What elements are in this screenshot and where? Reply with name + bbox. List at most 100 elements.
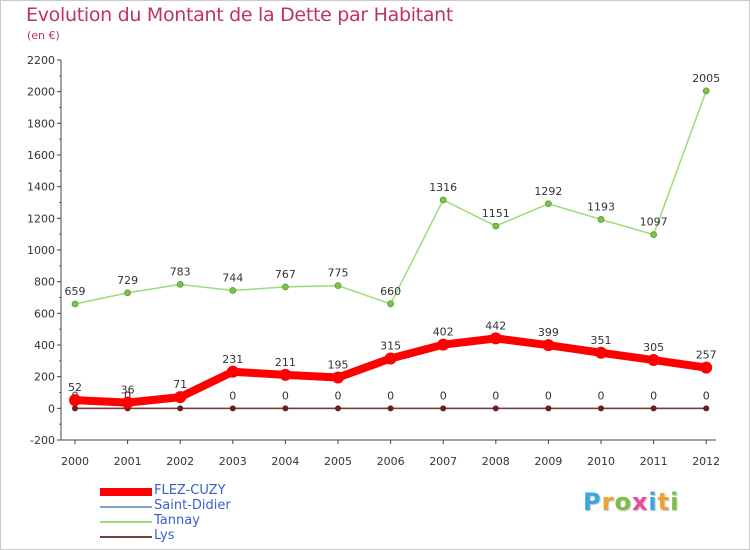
x-tick-label: 2002: [166, 455, 194, 468]
data-point-tannay: [492, 222, 500, 230]
x-tick-label: 2008: [482, 455, 510, 468]
legend-item-flez-cuzy: FLEZ-CUZY: [100, 483, 360, 499]
data-label-flez-cuzy: 305: [643, 341, 664, 354]
chart-title: Evolution du Montant de la Dette par Hab…: [26, 4, 454, 26]
data-point-lys: [598, 405, 604, 412]
data-point-flez-cuzy: [437, 338, 450, 351]
y-tick-label: 1000: [27, 244, 55, 257]
data-label-lys: 0: [335, 389, 342, 402]
data-point-lys: [440, 405, 447, 412]
x-tick-label: 2011: [640, 455, 668, 468]
data-point-tannay: [229, 287, 237, 294]
x-tick-label: 2004: [271, 455, 299, 468]
logo-letter: x: [631, 488, 649, 516]
data-point-flez-cuzy: [489, 332, 502, 345]
data-label-tannay: 729: [117, 274, 138, 287]
data-label-flez-cuzy: 402: [433, 326, 454, 339]
data-label-tannay: 744: [222, 272, 243, 285]
data-label-flez-cuzy: 399: [538, 326, 559, 339]
data-label-flez-cuzy: 52: [68, 381, 82, 394]
data-point-lys: [650, 405, 657, 412]
y-tick-label: -200: [30, 434, 55, 447]
data-point-tannay: [545, 200, 552, 208]
y-tick-label: 200: [34, 371, 55, 384]
data-label-flez-cuzy: 195: [328, 358, 349, 371]
y-tick-label: 1400: [27, 181, 55, 194]
legend-label: Lys: [154, 528, 175, 543]
logo-letter: t: [657, 488, 671, 516]
data-label-flez-cuzy: 231: [222, 353, 243, 366]
data-point-flez-cuzy: [384, 352, 397, 365]
logo-letter: r: [601, 488, 615, 516]
data-point-lys: [492, 405, 499, 412]
legend-swatch: [100, 521, 152, 523]
data-label-lys: 0: [440, 389, 447, 402]
data-point-tannay: [702, 87, 710, 95]
y-tick-label: 1200: [27, 212, 55, 225]
data-label-lys: 0: [387, 389, 394, 402]
data-label-lys: 0: [229, 389, 236, 402]
x-tick-label: 2006: [377, 455, 405, 468]
data-point-lys: [72, 405, 78, 412]
x-tick-label: 2001: [114, 455, 142, 468]
x-tick-label: 2007: [429, 455, 457, 468]
data-label-lys: 0: [124, 389, 131, 402]
legend-swatch: [100, 506, 152, 508]
data-point-lys: [703, 405, 710, 412]
data-label-tannay: 1292: [534, 185, 562, 198]
data-label-lys: 0: [650, 389, 657, 402]
logo-letter: o: [614, 488, 632, 516]
legend-swatch: [100, 536, 152, 538]
x-tick-label: 2012: [692, 455, 720, 468]
legend-swatch: [100, 488, 152, 496]
data-point-flez-cuzy: [595, 346, 607, 359]
chart-unit-label: (en €): [27, 29, 60, 42]
data-point-tannay: [176, 280, 184, 288]
data-point-lys: [282, 405, 289, 412]
legend-item-tannay: Tannay: [100, 513, 360, 529]
data-label-flez-cuzy: 36: [121, 384, 135, 397]
data-label-lys: 0: [282, 389, 289, 402]
data-label-lys: 0: [545, 389, 552, 402]
proxiti-logo: Proxiti: [583, 488, 679, 516]
data-point-tannay: [71, 300, 79, 308]
data-point-tannay: [650, 231, 657, 239]
data-point-lys: [229, 405, 236, 412]
y-tick-label: 400: [34, 339, 55, 352]
data-label-flez-cuzy: 351: [591, 334, 612, 347]
data-label-flez-cuzy: 71: [173, 378, 187, 391]
x-tick-label: 2000: [61, 455, 89, 468]
data-label-flez-cuzy: 257: [696, 349, 717, 362]
data-label-lys: 0: [492, 389, 499, 402]
legend-item-lys: Lys: [100, 528, 360, 544]
data-point-tannay: [124, 289, 131, 297]
data-label-tannay: 1151: [482, 207, 510, 220]
data-point-flez-cuzy: [332, 371, 344, 384]
data-label-tannay: 783: [170, 265, 191, 278]
data-point-tannay: [387, 300, 395, 308]
data-point-flez-cuzy: [542, 339, 555, 352]
data-label-flez-cuzy: 315: [380, 339, 401, 352]
data-point-flez-cuzy: [647, 354, 660, 367]
data-label-lys: 0: [598, 389, 605, 402]
data-label-tannay: 659: [65, 285, 86, 298]
legend-item-saint-didier: Saint-Didier: [100, 498, 360, 514]
data-label-tannay: 2005: [692, 72, 720, 85]
data-point-tannay: [334, 282, 342, 290]
x-tick-label: 2010: [587, 455, 615, 468]
data-point-tannay: [597, 216, 605, 223]
y-tick-label: 1600: [27, 149, 55, 162]
data-point-flez-cuzy: [226, 365, 239, 378]
data-point-lys: [387, 405, 394, 412]
data-label-tannay: 775: [328, 267, 349, 280]
y-tick-label: 0: [48, 402, 55, 415]
data-label-tannay: 767: [275, 268, 296, 281]
data-point-lys: [545, 405, 552, 412]
y-tick-label: 1800: [27, 117, 55, 130]
data-label-flez-cuzy: 211: [275, 356, 296, 369]
logo-letter: i: [670, 488, 680, 516]
y-tick-label: 2000: [27, 86, 55, 99]
y-tick-label: 2200: [27, 54, 55, 67]
data-point-flez-cuzy: [121, 396, 134, 409]
